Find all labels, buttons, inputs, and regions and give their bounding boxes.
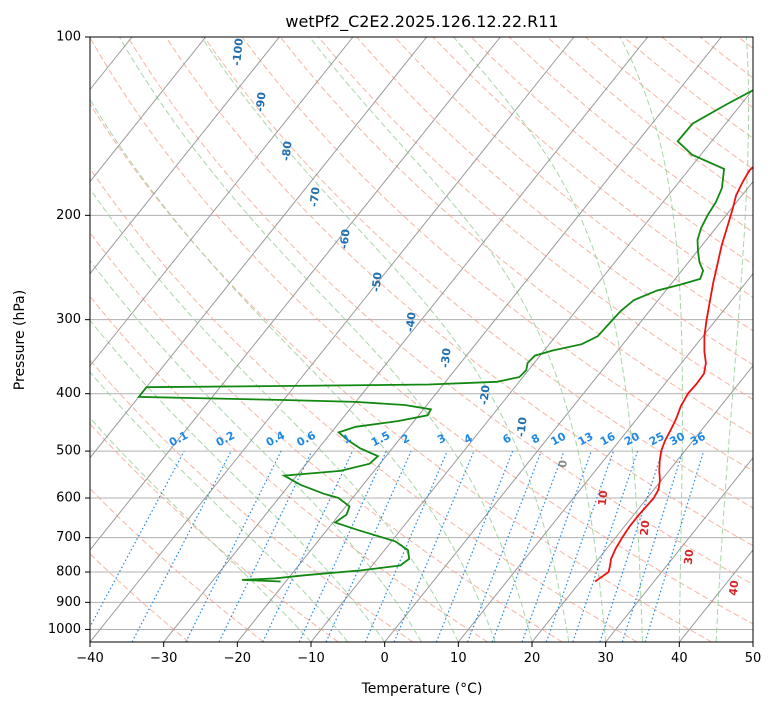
isotherm-line [90, 37, 280, 275]
x-tick-label: −30 [150, 651, 177, 666]
mixing-ratio-line [364, 450, 448, 642]
plot-frame [89, 36, 754, 643]
dry-adiabat-line [90, 103, 712, 642]
mixing-ratio-line [599, 450, 663, 642]
isotherm-label: -20 [477, 384, 492, 406]
mixing-ratio-label: 10 [549, 430, 569, 449]
y-tick-label: 1000 [48, 622, 81, 637]
dry-adiabat-line [90, 167, 638, 642]
moist-adiabat-line [90, 371, 349, 642]
dry-adiabat-line [90, 231, 563, 642]
x-tick-label: 40 [671, 651, 688, 666]
isotherm-line [90, 37, 354, 367]
mixing-ratio-line [325, 450, 412, 642]
moist-adiabat-line [90, 187, 459, 642]
mixing-ratio-label: 30 [667, 430, 687, 449]
isotherm-label: -10 [514, 416, 529, 438]
dry-adiabat-line [203, 37, 753, 509]
isotherm-label: 20 [638, 519, 653, 536]
x-axis-title: Temperature (°C) [361, 681, 483, 697]
moist-adiabat-line [715, 37, 750, 642]
y-tick-label: 800 [56, 565, 81, 580]
dry-adiabat-line [318, 37, 753, 401]
dry-adiabat-line [279, 37, 753, 436]
moist-adiabat-line [619, 37, 683, 642]
dry-adiabat-line [90, 37, 753, 625]
isotherm-label: -80 [279, 140, 294, 162]
x-axis: −40 −30 −20 −10 0 10 20 30 40 50 [76, 642, 761, 666]
x-tick-label: −20 [224, 651, 251, 666]
moist-adiabat-line [90, 98, 496, 642]
mixing-ratio-line [521, 450, 592, 642]
isotherm-label: -60 [337, 228, 352, 250]
y-tick-label: 500 [56, 444, 81, 459]
mixing-ratio-label: 36 [688, 430, 708, 449]
x-tick-label: 0 [381, 651, 389, 666]
isotherm-line [90, 37, 428, 459]
isotherm-line [90, 37, 575, 642]
moist-adiabat-line [90, 259, 422, 642]
isotherm-label: 10 [596, 489, 611, 506]
mixing-ratio-label: 25 [647, 430, 667, 449]
y-tick-label: 900 [56, 595, 81, 610]
isotherm-label: -30 [438, 347, 453, 369]
y-tick-label: 700 [56, 530, 81, 545]
dry-adiabat-line [90, 553, 190, 642]
y-axis-title: Pressure (hPa) [12, 290, 28, 390]
mixing-ratio-line [644, 450, 705, 642]
isotherm-line [90, 37, 207, 183]
isotherm-label: 30 [682, 548, 697, 565]
isotherm-label: 0 [556, 459, 570, 468]
isotherm-label: -90 [253, 91, 268, 113]
mixing-ratio-line [572, 450, 639, 642]
y-tick-label: 100 [56, 30, 81, 45]
isotherm-label: -50 [369, 271, 384, 293]
moist-adiabat-line [118, 37, 533, 642]
isotherm-label: -40 [403, 311, 418, 333]
y-tick-label: 600 [56, 491, 81, 506]
mixing-ratio-line [262, 450, 354, 642]
dry-adiabat-line [394, 37, 753, 332]
mixing-ratio-line [621, 450, 684, 642]
mixing-ratio-line [393, 450, 475, 642]
isotherm-line [457, 272, 753, 642]
x-tick-label: −10 [297, 651, 324, 666]
x-tick-label: 30 [597, 651, 614, 666]
dry-adiabat-line [90, 487, 264, 642]
mixing-ratio-line [298, 450, 387, 642]
isotherm-label: -70 [307, 186, 322, 208]
dewpoint-profile-line [136, 89, 753, 583]
y-axis: 100 200 300 400 500 600 700 800 900 1000 [48, 30, 90, 637]
isotherm-line [384, 180, 753, 642]
mixing-ratio-label: 20 [622, 430, 642, 449]
isotherm-label: -100 [230, 37, 246, 66]
y-tick-label: 200 [56, 208, 81, 223]
mixing-ratio-line [545, 450, 614, 642]
chart-title: wetPf2_C2E2.2025.126.12.22.R11 [285, 12, 558, 32]
mixing-ratio-label: 13 [576, 430, 596, 449]
x-tick-label: 50 [745, 651, 762, 666]
moist-adiabat-line [453, 37, 643, 642]
y-tick-label: 300 [56, 312, 81, 327]
x-tick-label: 20 [524, 651, 541, 666]
dry-adiabat-line [90, 295, 488, 642]
temperature-profile-line [594, 165, 753, 583]
plot-area: -100-90-80-70-60-50-40-30-20-10010203040… [90, 37, 753, 642]
x-tick-label: −40 [76, 651, 103, 666]
moist-adiabat-line [90, 319, 386, 642]
isotherm-line [163, 37, 649, 642]
isotherm-line [236, 37, 722, 642]
isotherm-label: 40 [727, 579, 742, 596]
y-tick-label: 400 [56, 386, 81, 401]
dry-adiabat-line [127, 37, 753, 586]
mixing-ratio-line [90, 450, 185, 629]
isotherm-line [605, 457, 753, 642]
isotherm-line [90, 37, 501, 551]
moist-adiabat-line [309, 37, 607, 642]
mixing-ratio-label: 16 [598, 430, 618, 449]
x-tick-label: 10 [450, 651, 467, 666]
isotherm-line [531, 364, 753, 642]
